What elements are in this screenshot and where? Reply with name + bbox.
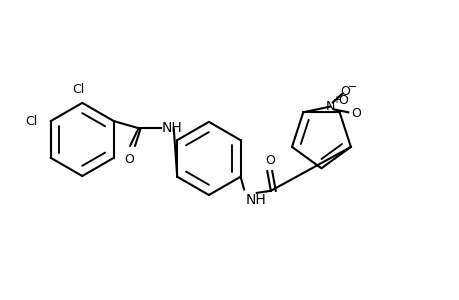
Text: O: O — [350, 107, 360, 120]
Text: O: O — [340, 85, 350, 98]
Text: N: N — [325, 100, 335, 113]
Text: NH: NH — [162, 121, 182, 135]
Text: −: − — [347, 82, 356, 92]
Text: +: + — [331, 94, 339, 105]
Text: O: O — [123, 153, 134, 166]
Text: Cl: Cl — [72, 83, 84, 96]
Text: NH: NH — [245, 193, 266, 207]
Text: Cl: Cl — [26, 115, 38, 128]
Text: O: O — [264, 154, 274, 167]
Text: O: O — [337, 94, 347, 107]
